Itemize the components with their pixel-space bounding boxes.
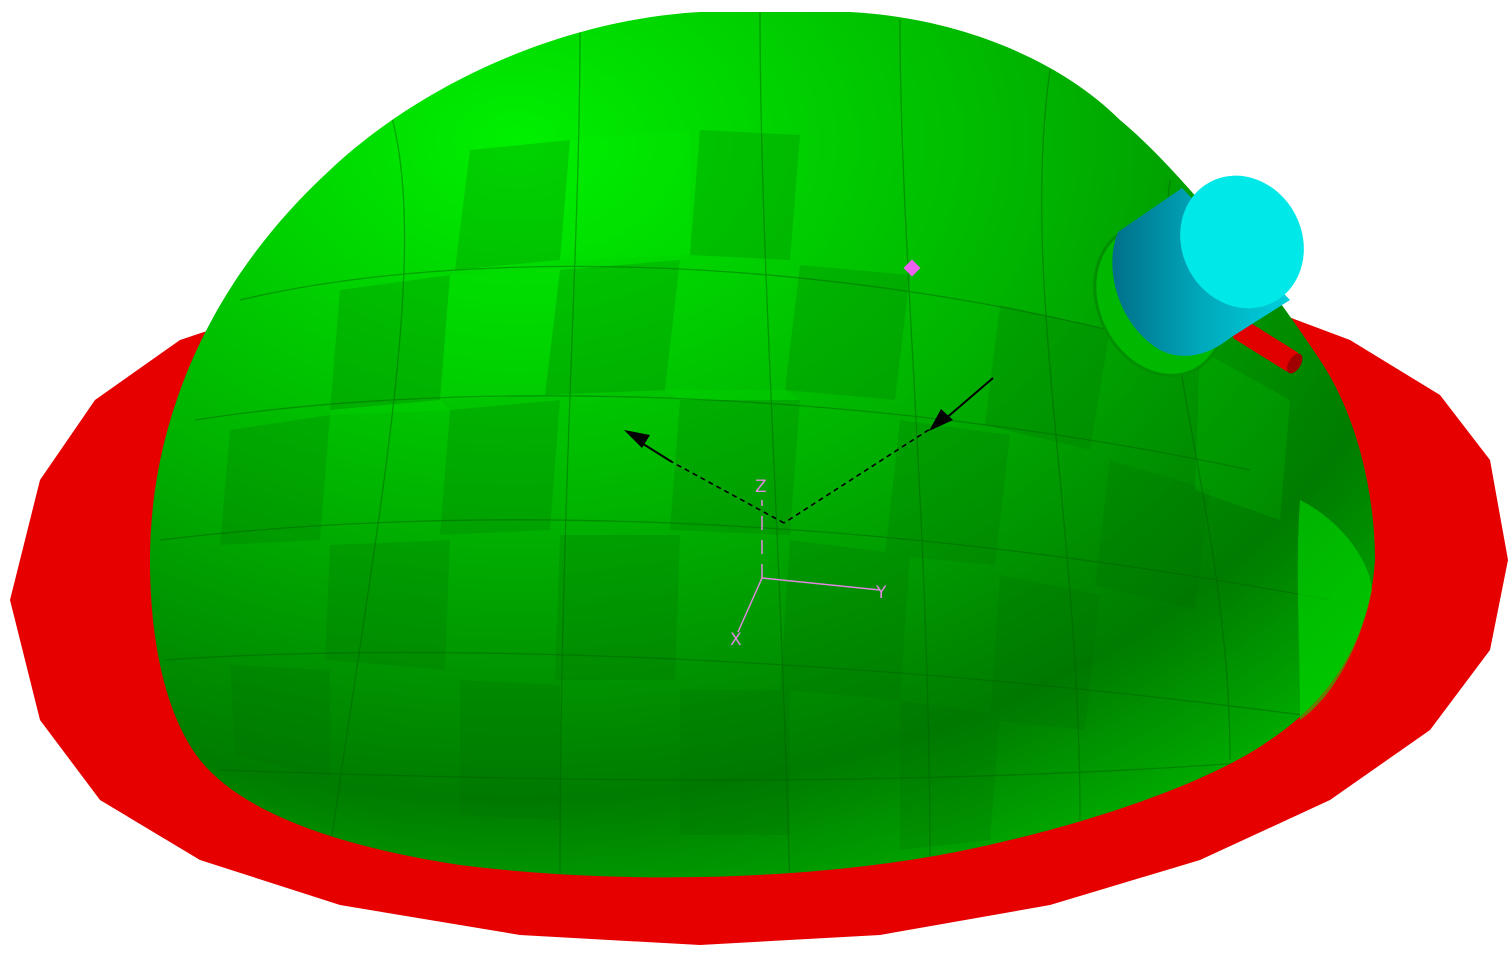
axis-triad: [737, 500, 881, 633]
reflected-ray: [624, 430, 785, 524]
z-axis-label: Z: [755, 477, 767, 497]
cylindrical-receiver[interactable]: [1112, 154, 1327, 356]
receiver-cap: [1180, 175, 1304, 309]
source-marker: [903, 259, 921, 277]
incident-ray: [783, 377, 994, 524]
y-axis-label: Y: [875, 583, 887, 603]
hemisphere-dome[interactable]: [150, 12, 1375, 890]
x-axis-label: X: [730, 630, 742, 650]
dome-facets: [159, 12, 1341, 878]
x-axis-line: [737, 577, 763, 633]
y-axis-line: [761, 577, 881, 591]
